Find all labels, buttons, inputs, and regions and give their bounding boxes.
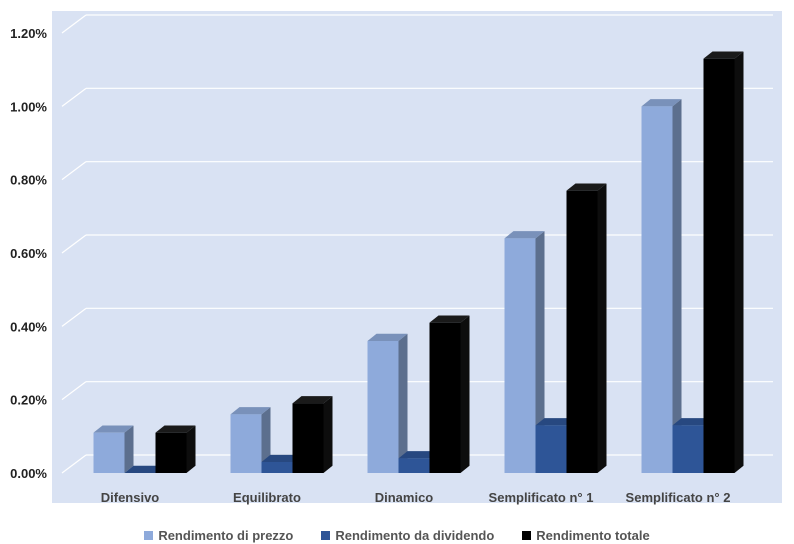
y-axis: 0.00% 0.20% 0.40% 0.60% 0.80% 1.00% 1.20% (10, 26, 47, 481)
bar-side (535, 231, 545, 473)
bar-top (155, 425, 196, 433)
bar-front (504, 238, 536, 473)
bar-4-2 (703, 51, 744, 474)
bar-2-0 (367, 333, 408, 473)
bar-top (124, 465, 165, 473)
bar-4-0 (641, 99, 682, 473)
bar-side (261, 407, 271, 473)
gridline-depth (61, 381, 87, 401)
bar-side (734, 51, 744, 473)
bar-0-2 (155, 425, 196, 473)
legend-label: Rendimento totale (536, 527, 650, 543)
legend-item: Rendimento da dividendo (321, 528, 494, 543)
x-category-label: Semplificato n° 2 (626, 490, 731, 505)
x-axis: Difensivo Equilibrato Dinamico Semplificato… (101, 490, 731, 505)
y-tick-label: 1.20% (10, 26, 47, 41)
bar-top (429, 315, 470, 323)
bar-top (672, 418, 713, 426)
bar-front (398, 458, 430, 473)
bar-front (672, 425, 704, 473)
bar-front (703, 58, 735, 474)
y-tick-label: 0.60% (10, 246, 47, 261)
x-category-label: Semplificato n° 1 (489, 490, 594, 505)
legend-swatch (522, 530, 532, 540)
bar-side (460, 315, 470, 473)
bar-front (292, 403, 324, 473)
y-tick-label: 1.00% (10, 99, 47, 114)
bar-top (93, 425, 134, 433)
legend-item: Rendimento di prezzo (144, 528, 293, 543)
legend-swatch (321, 530, 331, 540)
bar-top (504, 231, 545, 239)
bar-top (703, 51, 744, 59)
bar-top (398, 451, 439, 459)
gridline-depth (61, 87, 87, 107)
bar-0-1 (124, 465, 165, 473)
bar-front (93, 432, 125, 473)
bar-front (261, 462, 293, 473)
gridline-depth (61, 161, 87, 181)
legend-item: Rendimento totale (522, 527, 650, 543)
gridline-depth (61, 307, 87, 327)
legend-label: Rendimento di prezzo (158, 527, 294, 543)
chart: 0.00% 0.20% 0.40% 0.60% 0.80% 1.00% 1.20% Dife… (10, 11, 782, 505)
bar-top (566, 183, 607, 191)
x-category-label: Equilibrato (233, 490, 301, 505)
bars (93, 51, 744, 474)
bar-front (155, 432, 187, 473)
x-category-label: Difensivo (101, 490, 160, 505)
gridline-depth (61, 234, 87, 254)
bar-side (597, 183, 607, 473)
gridline-depth (61, 454, 87, 474)
legend-swatch (144, 530, 154, 540)
bar-side (186, 425, 196, 473)
bar-top (535, 418, 576, 426)
bar-3-2 (566, 183, 607, 473)
x-category-label: Dinamico (375, 490, 434, 505)
bar-top (292, 396, 333, 404)
bar-top (641, 99, 682, 107)
bar-side (398, 333, 408, 473)
bar-1-0 (230, 407, 271, 473)
bar-top (230, 407, 271, 415)
y-tick-label: 0.40% (10, 319, 47, 334)
bar-1-2 (292, 396, 333, 473)
bar-front (641, 106, 673, 473)
bar-front (230, 414, 262, 473)
bar-front (535, 425, 567, 473)
y-tick-label: 0.20% (10, 393, 47, 408)
bar-front (566, 190, 598, 473)
bar-side (124, 425, 134, 473)
bar-side (672, 99, 682, 473)
bar-3-0 (504, 231, 545, 473)
y-tick-label: 0.80% (10, 173, 47, 188)
bar-top (261, 454, 302, 462)
bar-top (367, 333, 408, 341)
bar-front (429, 322, 461, 473)
legend: Rendimento di prezzo Rendimento da divide… (0, 526, 794, 544)
bar-front (367, 341, 399, 473)
gridline-depth (61, 14, 87, 34)
bar-2-2 (429, 315, 470, 473)
y-tick-label: 0.00% (10, 466, 47, 481)
legend-label: Rendimento da dividendo (335, 527, 495, 543)
bar-side (323, 396, 333, 473)
bar-0-0 (93, 425, 134, 473)
